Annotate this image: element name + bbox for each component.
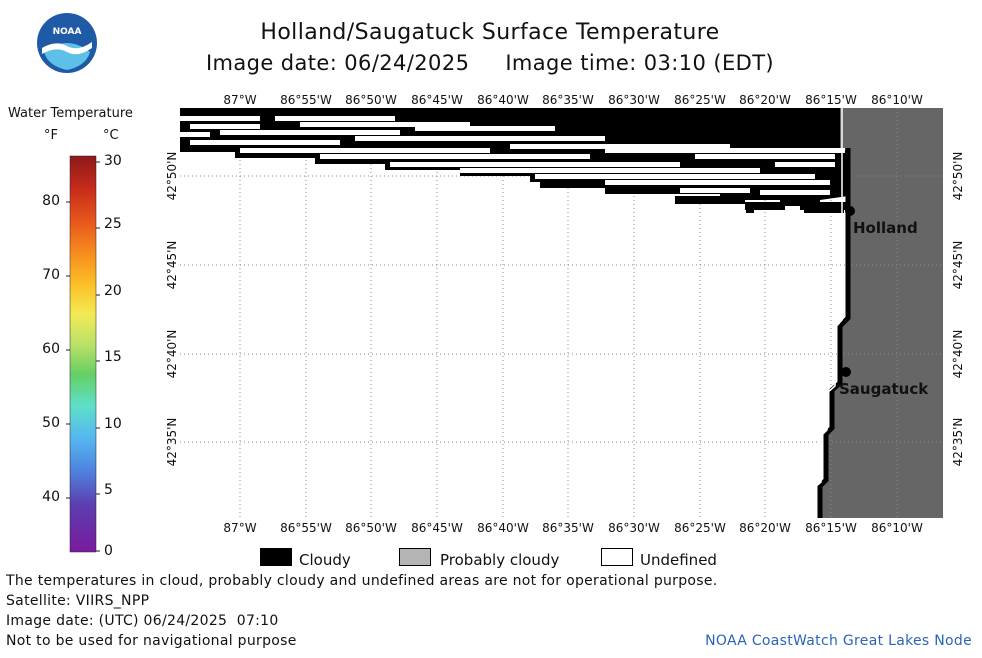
- lon-label-top: 86°30'W: [608, 93, 660, 107]
- svg-text:NOAA: NOAA: [53, 27, 82, 37]
- noaa-logo: NOAA: [36, 12, 98, 78]
- lon-label-top: 86°10'W: [871, 93, 923, 107]
- c-tick-15: 15: [104, 349, 122, 365]
- f-tick-70: 70: [42, 267, 60, 283]
- lon-label-top: 86°25'W: [674, 93, 726, 107]
- legend-swatch-probably-cloudy: [399, 548, 431, 566]
- utc-date: Image date: (UTC) 06/24/2025 07:10: [6, 613, 279, 629]
- lon-label-bottom: 87°W: [223, 521, 257, 535]
- sst-map: [180, 108, 943, 518]
- lon-label-bottom: 86°20'W: [739, 521, 791, 535]
- c-tick-20: 20: [104, 283, 122, 299]
- legend-swatch-undefined: [601, 548, 633, 566]
- legend-label-undefined: Undefined: [640, 551, 717, 569]
- lon-label-bottom: 86°25'W: [674, 521, 726, 535]
- map-title: Holland/Saugatuck Surface Temperature: [260, 20, 720, 45]
- c-tick-0: 0: [104, 543, 113, 559]
- c-tick-5: 5: [104, 482, 113, 498]
- c-tick-30: 30: [104, 153, 122, 169]
- city-label-holland: Holland: [853, 219, 918, 237]
- f-tick-80: 80: [42, 193, 60, 209]
- lat-label-right: 42°50'N: [951, 151, 965, 201]
- scale-title: Water Temperature: [8, 106, 133, 121]
- temperature-color-bar: [66, 155, 100, 553]
- legend-label-probably-cloudy: Probably cloudy: [440, 551, 560, 569]
- image-time: Image time: 03:10 (EDT): [505, 51, 775, 75]
- lat-label-left: 42°50'N: [165, 151, 179, 201]
- lat-label-right: 42°45'N: [951, 240, 965, 290]
- c-tick-10: 10: [104, 416, 122, 432]
- unit-fahrenheit: °F: [44, 128, 58, 143]
- lon-label-bottom: 86°15'W: [805, 521, 857, 535]
- credit-link[interactable]: NOAA CoastWatch Great Lakes Node: [705, 633, 972, 649]
- lon-label-bottom: 86°10'W: [871, 521, 923, 535]
- lon-label-bottom: 86°45'W: [411, 521, 463, 535]
- lon-label-bottom: 86°30'W: [608, 521, 660, 535]
- lon-label-top: 86°35'W: [542, 93, 594, 107]
- lat-label-right: 42°40'N: [951, 329, 965, 379]
- undefined-streaks: [180, 116, 845, 195]
- lon-label-top: 86°15'W: [805, 93, 857, 107]
- satellite-info: Satellite: VIIRS_NPP: [6, 593, 150, 609]
- lat-label-left: 42°45'N: [165, 240, 179, 290]
- holland-marker: [845, 206, 855, 216]
- lat-label-left: 42°40'N: [165, 329, 179, 379]
- navigation-warning: Not to be used for navigational purpose: [6, 633, 297, 649]
- lon-label-top: 86°40'W: [477, 93, 529, 107]
- operational-warning: The temperatures in cloud, probably clou…: [6, 573, 718, 589]
- f-tick-50: 50: [42, 415, 60, 431]
- image-date: Image date: 06/24/2025: [205, 51, 470, 75]
- lon-label-top: 87°W: [223, 93, 257, 107]
- lat-label-left: 42°35'N: [165, 417, 179, 467]
- legend-label-cloudy: Cloudy: [299, 551, 351, 569]
- lat-label-right: 42°35'N: [951, 417, 965, 467]
- shoreline: [817, 148, 851, 518]
- legend-swatch-cloudy: [260, 548, 292, 566]
- image-datetime: Image date: 06/24/2025 Image time: 03:10 …: [180, 51, 800, 75]
- f-tick-60: 60: [42, 341, 60, 357]
- saugatuck-marker: [841, 367, 851, 377]
- c-tick-25: 25: [104, 216, 122, 232]
- unit-celsius: °C: [103, 128, 119, 143]
- f-tick-40: 40: [42, 489, 60, 505]
- lon-label-bottom: 86°50'W: [345, 521, 397, 535]
- lon-label-bottom: 86°55'W: [280, 521, 332, 535]
- lon-label-bottom: 86°40'W: [477, 521, 529, 535]
- lon-label-top: 86°20'W: [739, 93, 791, 107]
- lon-label-top: 86°50'W: [345, 93, 397, 107]
- city-label-saugatuck: Saugatuck: [839, 380, 929, 398]
- noaa-logo-icon: NOAA: [37, 13, 97, 73]
- lon-label-top: 86°45'W: [411, 93, 463, 107]
- lon-label-top: 86°55'W: [280, 93, 332, 107]
- lon-label-bottom: 86°35'W: [542, 521, 594, 535]
